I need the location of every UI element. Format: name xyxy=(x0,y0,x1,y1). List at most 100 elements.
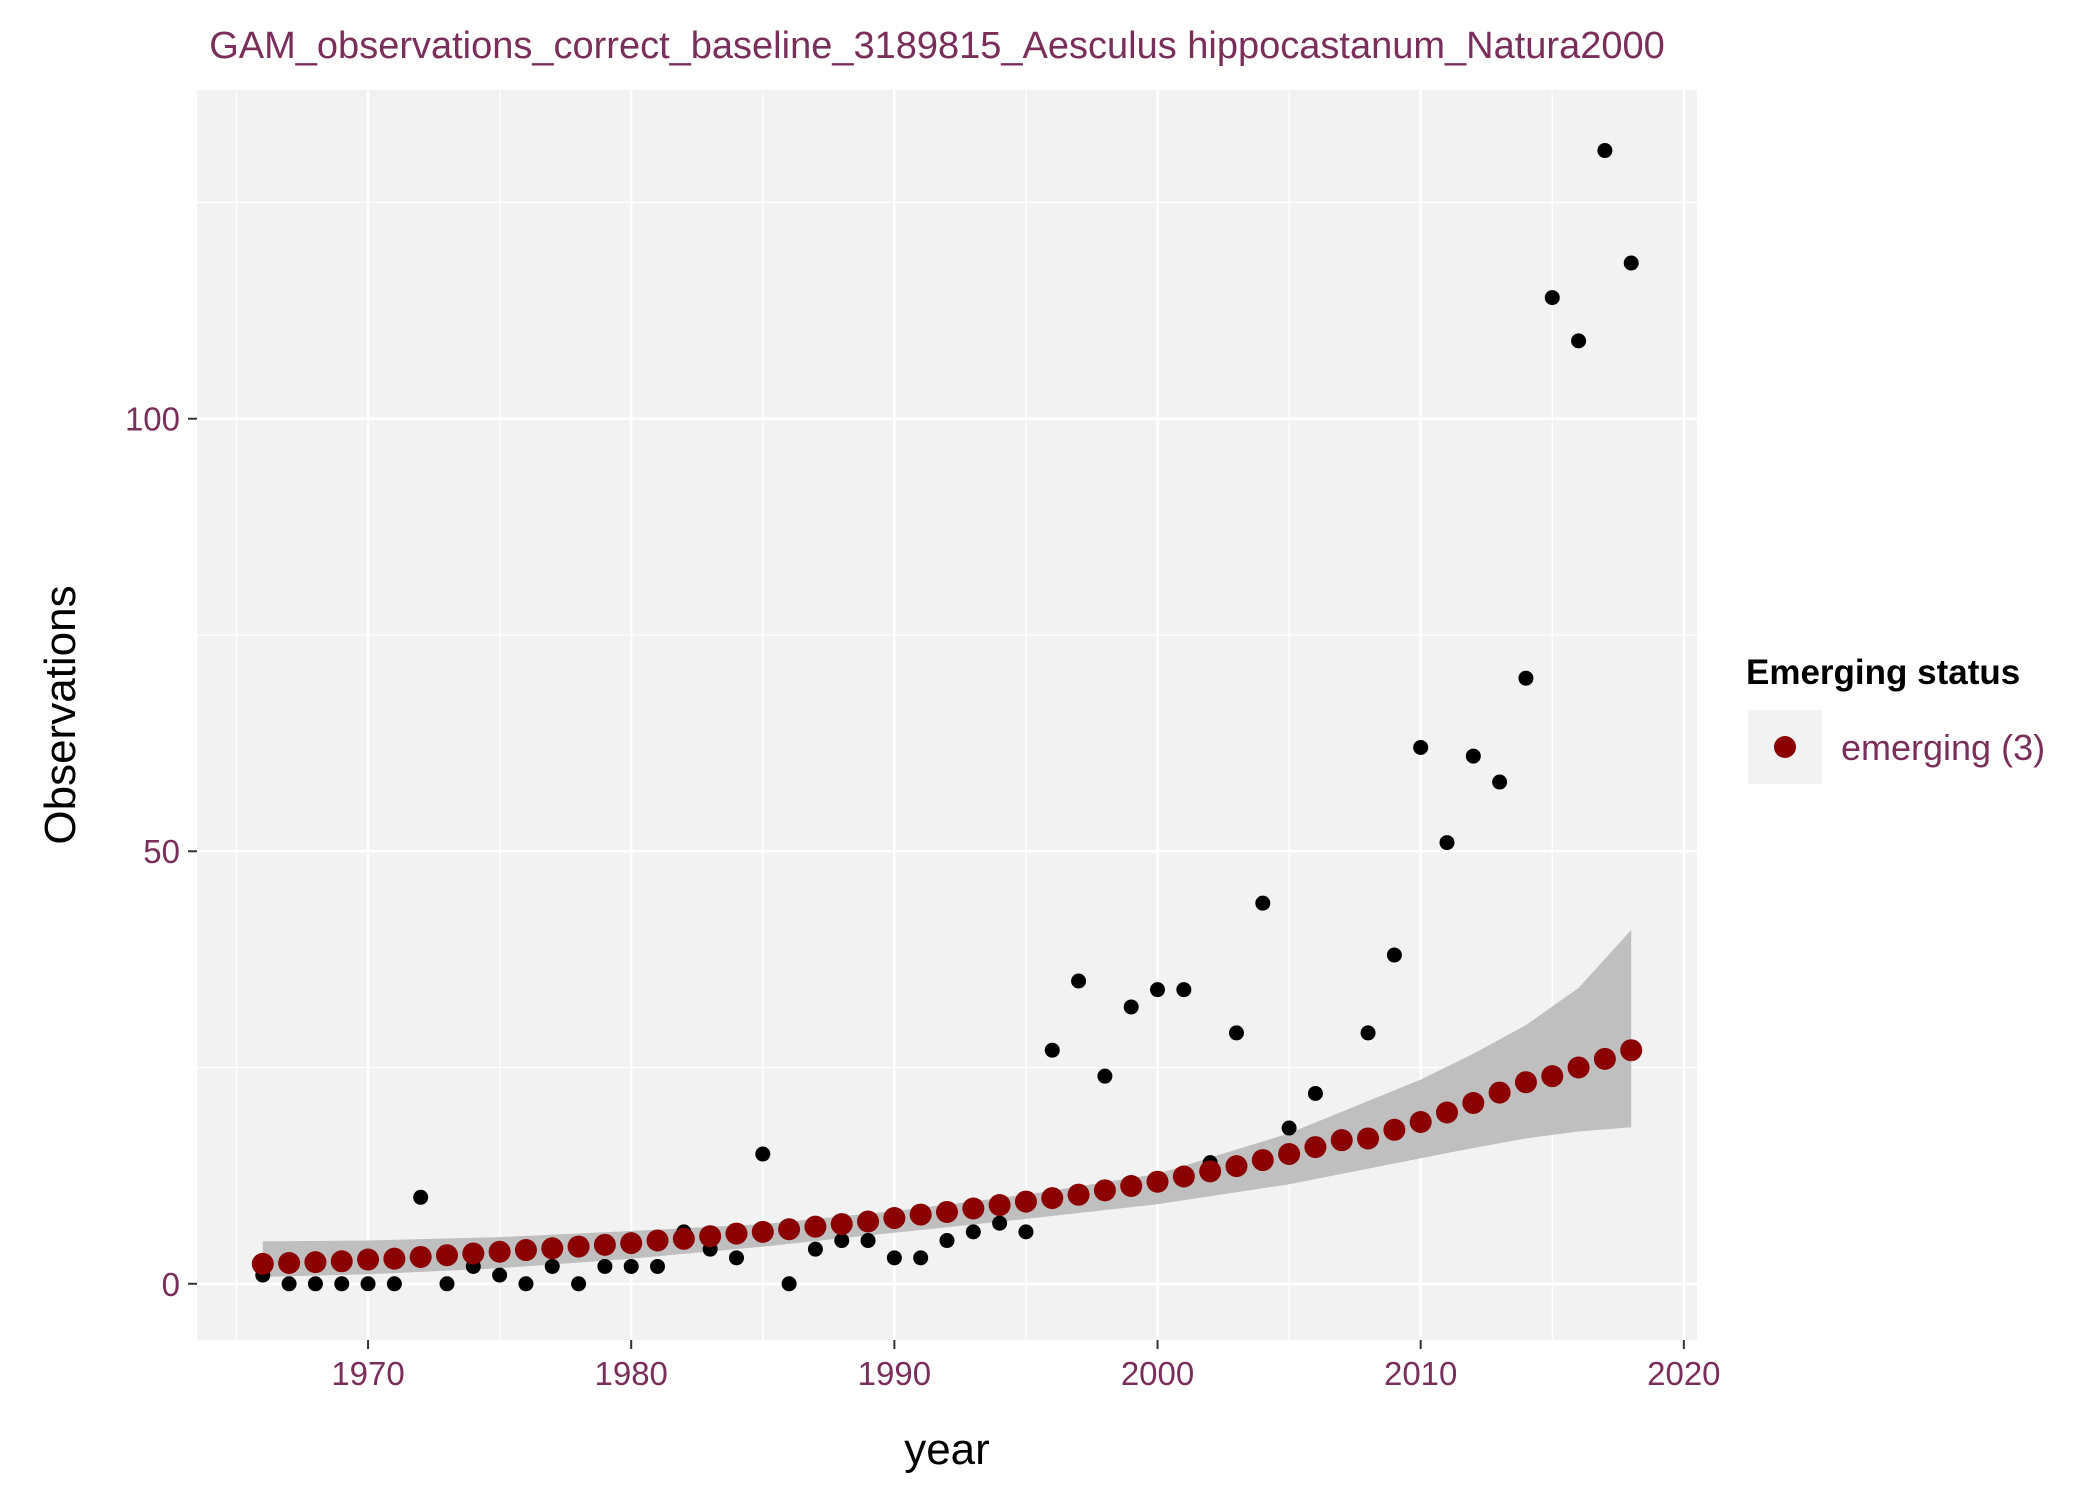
observed-point xyxy=(1439,835,1455,851)
fitted-point xyxy=(436,1244,458,1267)
observed-point xyxy=(834,1233,850,1249)
observed-point xyxy=(1255,895,1271,911)
fitted-point xyxy=(804,1215,827,1238)
fitted-point xyxy=(620,1232,643,1255)
fitted-point xyxy=(1304,1136,1327,1159)
x-tick-label: 1970 xyxy=(331,1355,404,1392)
legend-label: emerging (3) xyxy=(1841,727,2045,768)
x-axis: 1970 1980 1990 2000 2010 2020 xyxy=(331,1340,1721,1392)
y-tick-label: 100 xyxy=(125,401,180,438)
fitted-point xyxy=(1620,1039,1643,1062)
fitted-point xyxy=(330,1250,353,1273)
fitted-point xyxy=(567,1235,590,1258)
observed-point xyxy=(1518,670,1534,686)
fitted-point xyxy=(462,1242,485,1265)
x-tick-label: 2010 xyxy=(1384,1355,1457,1392)
fitted-point xyxy=(1014,1190,1037,1213)
observed-point xyxy=(992,1215,1008,1231)
observed-point xyxy=(1097,1068,1113,1084)
observed-point xyxy=(597,1258,613,1274)
legend-marker xyxy=(1774,736,1796,758)
observed-point xyxy=(1492,774,1508,790)
fitted-point xyxy=(778,1218,801,1241)
observed-point xyxy=(1386,947,1402,963)
x-tick-label: 2020 xyxy=(1647,1355,1720,1392)
fitted-point xyxy=(1409,1111,1432,1134)
observed-point xyxy=(1228,1025,1244,1041)
fitted-point xyxy=(488,1240,511,1263)
observed-point xyxy=(1544,290,1560,306)
fitted-point xyxy=(1146,1170,1169,1193)
fitted-point xyxy=(1120,1175,1143,1198)
observed-point xyxy=(623,1258,639,1274)
fitted-point xyxy=(1225,1155,1248,1178)
fitted-point xyxy=(1199,1160,1222,1183)
x-tick-label: 1980 xyxy=(594,1355,667,1392)
observed-point xyxy=(1413,739,1429,755)
fitted-point xyxy=(409,1245,432,1268)
fitted-point xyxy=(857,1210,880,1233)
fitted-points xyxy=(251,1039,1643,1275)
observed-point xyxy=(1623,255,1639,271)
fitted-point xyxy=(514,1239,537,1262)
observed-point xyxy=(1360,1025,1376,1041)
fitted-point xyxy=(725,1222,748,1245)
observed-point xyxy=(571,1276,587,1292)
legend: Emerging status emerging (3) xyxy=(1746,653,2045,784)
observed-point xyxy=(492,1267,508,1283)
observed-point xyxy=(439,1276,455,1292)
observed-point xyxy=(1123,999,1139,1015)
legend-title: Emerging status xyxy=(1746,653,2020,692)
chart-title: GAM_observations_correct_baseline_318981… xyxy=(209,25,1665,67)
observed-point xyxy=(860,1233,876,1249)
observed-point xyxy=(1307,1085,1323,1101)
fitted-point xyxy=(1488,1081,1511,1104)
fitted-point xyxy=(1567,1056,1590,1079)
observed-point xyxy=(886,1250,902,1266)
fitted-point xyxy=(541,1237,564,1260)
observed-point xyxy=(965,1224,981,1240)
observed-point xyxy=(281,1276,297,1292)
fitted-point xyxy=(1541,1065,1564,1088)
observed-point xyxy=(1176,982,1192,998)
x-tick-label: 2000 xyxy=(1121,1355,1194,1392)
plot-panel xyxy=(197,90,1697,1340)
observed-point xyxy=(1018,1224,1034,1240)
fitted-point xyxy=(1436,1101,1458,1124)
observed-point xyxy=(807,1241,823,1257)
observed-point xyxy=(939,1233,955,1249)
fitted-point xyxy=(278,1252,301,1275)
fitted-point xyxy=(1251,1149,1274,1172)
observed-point xyxy=(1571,333,1587,349)
fitted-point xyxy=(251,1252,274,1275)
fitted-point xyxy=(1041,1187,1064,1210)
observed-points xyxy=(255,143,1639,1292)
fitted-point xyxy=(883,1207,906,1230)
observed-point xyxy=(755,1146,771,1162)
fitted-point xyxy=(699,1225,722,1248)
fitted-point xyxy=(1514,1071,1537,1094)
fitted-point xyxy=(1278,1143,1301,1166)
observed-point xyxy=(1597,143,1613,159)
observed-point xyxy=(544,1258,560,1274)
fitted-point xyxy=(909,1203,932,1226)
y-axis-title: Observations xyxy=(36,585,85,844)
x-tick-label: 1990 xyxy=(858,1355,931,1392)
observed-point xyxy=(1044,1042,1060,1058)
fitted-point xyxy=(383,1247,406,1270)
y-tick-label: 0 xyxy=(162,1266,180,1303)
observed-point xyxy=(1071,973,1087,989)
fitted-point xyxy=(672,1227,695,1250)
observed-point xyxy=(307,1276,323,1292)
fitted-point xyxy=(1172,1165,1195,1188)
observed-point xyxy=(518,1276,534,1292)
observed-point xyxy=(728,1250,744,1266)
fitted-point xyxy=(936,1200,958,1223)
fitted-point xyxy=(962,1197,985,1220)
x-axis-title: year xyxy=(904,1425,990,1474)
fitted-point xyxy=(1462,1091,1485,1114)
observed-point xyxy=(334,1276,350,1292)
fitted-point xyxy=(646,1229,669,1252)
fitted-point xyxy=(1383,1118,1406,1141)
